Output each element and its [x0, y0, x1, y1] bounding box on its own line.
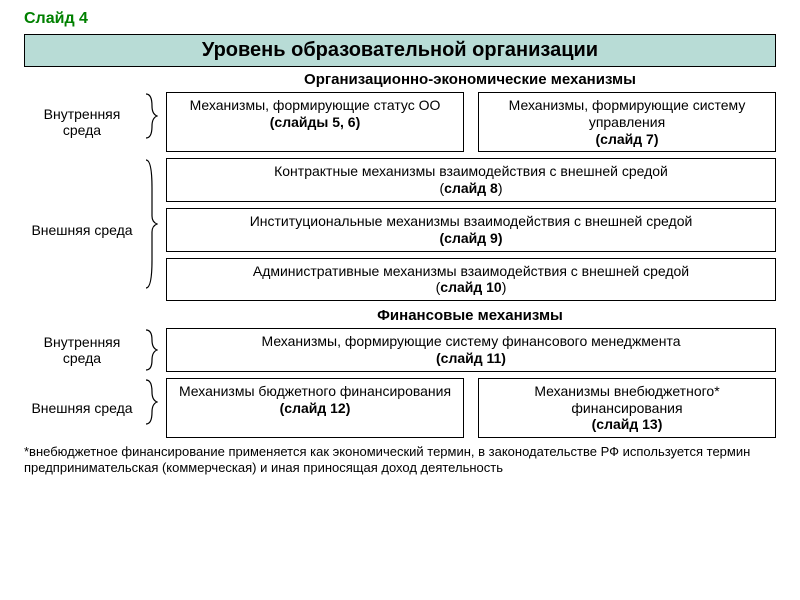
mechanism-box: Институциональные механизмы взаимодейств… [166, 208, 776, 252]
section2-internal-label: Внутренняя среда [24, 328, 144, 372]
box-ref: (слайд 9) [440, 230, 503, 246]
box-ref: (слайд 12) [280, 400, 351, 416]
section1-internal-label: Внутренняя среда [24, 92, 144, 152]
section2-external-group: Внешняя среда Механизмы бюджетного финан… [24, 378, 776, 438]
box-ref: (слайд 11) [436, 350, 506, 366]
mechanism-box: Механизмы, формирующие статус ОО (слайды… [166, 92, 464, 152]
box-text: Механизмы внебюджетного* финансирования [534, 383, 719, 416]
section1-heading: Организационно-экономические механизмы [164, 71, 776, 88]
slide-number: Слайд 4 [24, 10, 776, 28]
box-text: Механизмы бюджетного финансирования [179, 383, 451, 399]
box-ref: слайд 8 [444, 180, 498, 196]
box-text: Механизмы, формирующие систему финансово… [262, 333, 681, 349]
page-title: Уровень образовательной организации [24, 34, 776, 67]
box-ref: (слайд 13) [592, 416, 663, 432]
box-text: Институциональные механизмы взаимодейств… [250, 213, 693, 229]
box-text: Административные механизмы взаимодействи… [253, 263, 689, 279]
section1-internal-group: Внутренняя среда Механизмы, формирующие … [24, 92, 776, 152]
mechanism-box: Механизмы внебюджетного* финансирования(… [478, 378, 776, 438]
box-ref: слайд 10 [440, 279, 501, 295]
section2-heading: Финансовые механизмы [164, 307, 776, 324]
box-text: Контрактные механизмы взаимодействия с в… [274, 163, 668, 179]
box-ref: (слайд 7) [596, 131, 659, 147]
mechanism-box: Механизмы, формирующие систему финансово… [166, 328, 776, 372]
section2-external-label: Внешняя среда [24, 378, 144, 438]
box-ref: (слайды 5, 6) [270, 114, 360, 130]
mechanism-box: Механизмы бюджетного финансирования(слай… [166, 378, 464, 438]
mechanism-box: Контрактные механизмы взаимодействия с в… [166, 158, 776, 202]
brace-icon [144, 92, 158, 152]
section1-external-label: Внешняя среда [24, 158, 144, 301]
box-text: Механизмы, формирующие статус ОО [190, 97, 441, 113]
brace-icon [144, 158, 158, 301]
footnote: *внебюджетное финансирование применяется… [24, 444, 776, 477]
section2-internal-group: Внутренняя среда Механизмы, формирующие … [24, 328, 776, 372]
mechanism-box: Механизмы, формирующие систему управлени… [478, 92, 776, 152]
box-text: Механизмы, формирующие систему управлени… [509, 97, 746, 130]
brace-icon [144, 328, 158, 372]
section1-external-group: Внешняя среда Контрактные механизмы взаи… [24, 158, 776, 301]
brace-icon [144, 378, 158, 438]
mechanism-box: Административные механизмы взаимодействи… [166, 258, 776, 302]
